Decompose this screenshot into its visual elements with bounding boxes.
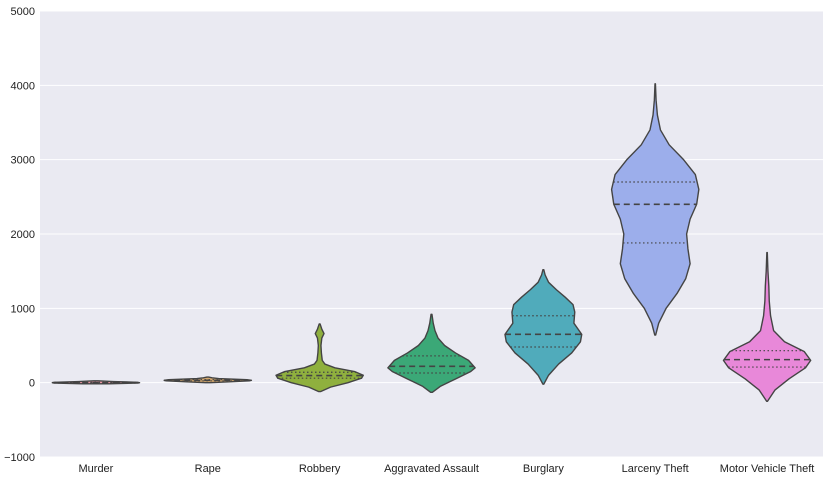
violin-body <box>722 251 812 402</box>
violins <box>51 83 812 402</box>
x-tick-label: Murder <box>79 463 114 475</box>
x-tick-label: Motor Vehicle Theft <box>720 463 815 475</box>
y-tick-labels: −1000 0 1000 2000 3000 4000 5000 <box>4 6 35 464</box>
y-tick-label: 2000 <box>11 229 35 241</box>
violin-body <box>504 268 583 385</box>
violin-group <box>275 323 364 393</box>
violin-body <box>610 83 700 336</box>
y-tick-label: 1000 <box>11 303 35 315</box>
violin-group <box>504 268 583 385</box>
y-tick-label: 5000 <box>11 6 35 18</box>
violin-group <box>51 380 141 385</box>
x-tick-label: Larceny Theft <box>622 463 689 475</box>
x-tick-labels: Murder Rape Robbery Aggravated Assault Burgl… <box>79 463 815 475</box>
y-tick-label: 0 <box>29 378 35 390</box>
violin-group <box>163 376 253 384</box>
x-tick-label: Robbery <box>299 463 341 475</box>
y-tick-label: 3000 <box>11 155 35 167</box>
y-tick-label: 4000 <box>11 80 35 92</box>
x-tick-label: Rape <box>195 463 221 475</box>
x-tick-label: Burglary <box>523 463 564 475</box>
violin-body <box>275 323 364 393</box>
violin-group <box>610 83 700 336</box>
y-tick-label: −1000 <box>4 452 35 464</box>
violin-group <box>722 251 812 402</box>
violin-body <box>387 313 476 394</box>
violin-group <box>387 313 476 394</box>
x-tick-label: Aggravated Assault <box>384 463 479 475</box>
